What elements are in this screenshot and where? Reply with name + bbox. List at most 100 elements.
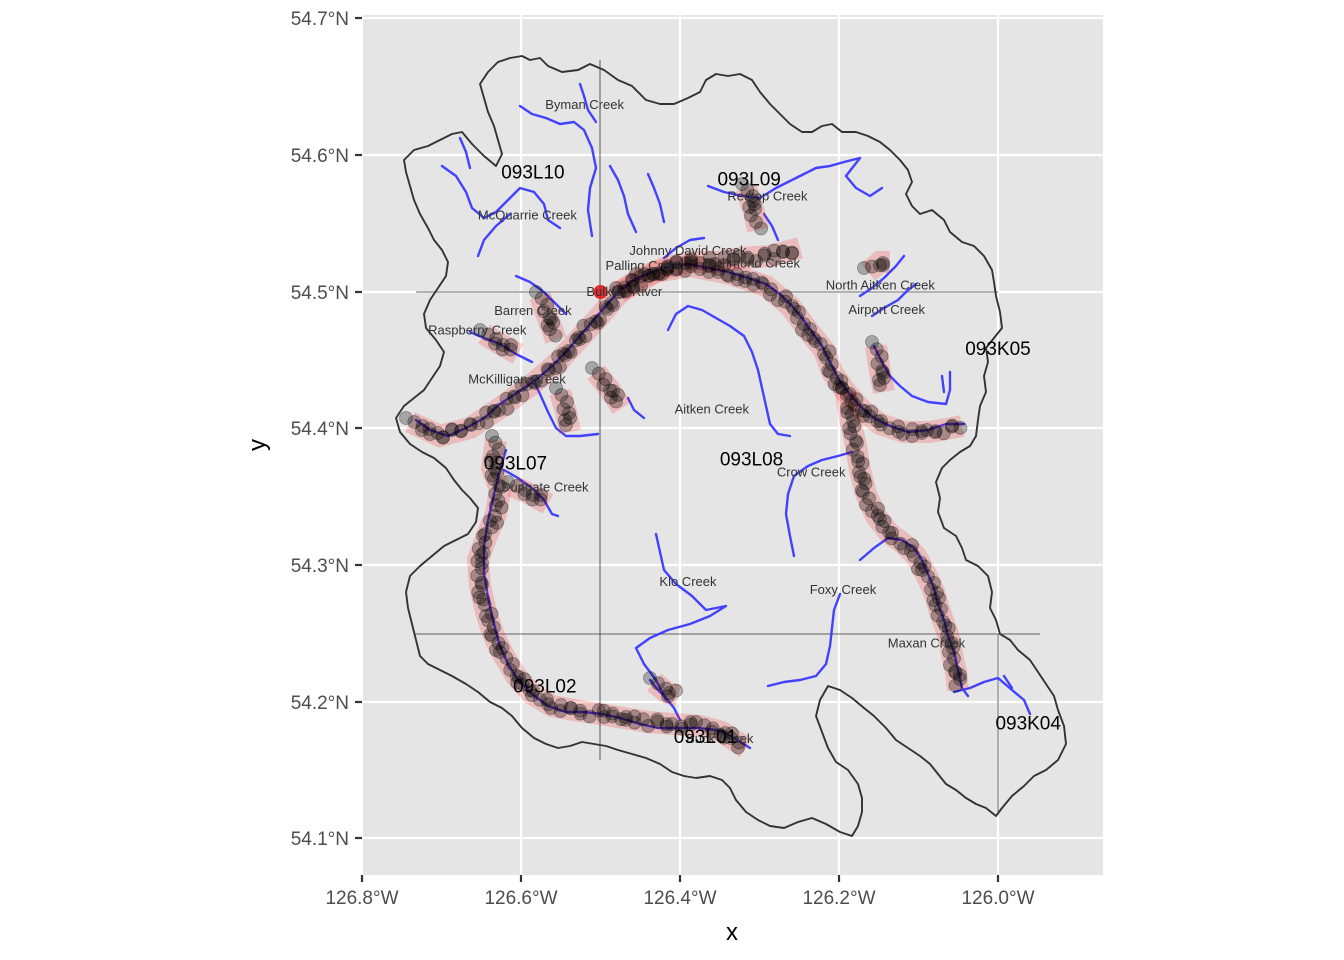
- stream-klo: [634, 532, 728, 702]
- sample-point: [504, 338, 518, 352]
- sample-point: [689, 715, 703, 729]
- sample-point: [660, 260, 675, 275]
- creek-label: Foxy Creek: [810, 582, 877, 597]
- sample-point: [661, 689, 675, 704]
- sample-point: [683, 715, 698, 730]
- sample-point: [726, 251, 741, 266]
- sample-point: [857, 261, 871, 275]
- tile-label: 093L01: [674, 727, 737, 748]
- sample-point: [821, 363, 836, 378]
- sample-point: [722, 269, 736, 283]
- sample-point: [822, 344, 837, 359]
- sample-point: [905, 422, 920, 436]
- sample-point: [583, 317, 598, 332]
- highlight-point: [593, 285, 608, 299]
- sample-point: [655, 267, 670, 281]
- sample-point: [885, 526, 899, 540]
- sample-point: [526, 374, 541, 389]
- stream-east-2: [940, 374, 946, 394]
- sample-point: [486, 472, 501, 487]
- sample-point: [486, 403, 501, 418]
- sample-point: [843, 426, 858, 441]
- stream-k04: [952, 676, 1032, 716]
- sample-point: [705, 724, 720, 739]
- sample-point: [678, 256, 693, 271]
- sample-point: [905, 538, 919, 552]
- sample-point: [650, 714, 665, 729]
- sample-point: [801, 328, 816, 342]
- sample-point: [486, 449, 500, 463]
- sample-point: [724, 731, 738, 745]
- sample-point: [873, 512, 887, 526]
- sample-point: [693, 256, 708, 270]
- sample-point: [527, 375, 542, 390]
- sample-point: [463, 417, 478, 432]
- stream-north-1: [608, 164, 638, 234]
- sample-point: [563, 345, 578, 360]
- stream-foxy: [766, 592, 842, 688]
- sample-point: [634, 279, 648, 293]
- sample-point: [660, 259, 675, 274]
- creek-label: Bulkley River: [586, 284, 663, 299]
- tile-label: 093L10: [501, 163, 564, 184]
- sample-point: [500, 401, 515, 416]
- sample-point: [785, 246, 799, 261]
- sample-point: [870, 414, 885, 429]
- sample-point: [726, 252, 741, 267]
- sample-point: [747, 197, 762, 211]
- sample-point: [827, 377, 842, 391]
- sample-point: [767, 252, 781, 266]
- sample-point: [738, 270, 753, 285]
- sample-point: [953, 668, 967, 682]
- x-tick-label: 126.8°W: [325, 888, 398, 909]
- sample-point: [609, 394, 623, 409]
- sample-point: [533, 492, 548, 507]
- sample-point: [717, 258, 732, 273]
- sample-point: [573, 332, 587, 346]
- sample-point: [740, 250, 755, 265]
- sample-point: [711, 262, 725, 276]
- sample-point: [564, 701, 578, 715]
- sample-point: [488, 498, 503, 513]
- sample-point: [849, 392, 864, 407]
- sample-point: [926, 593, 941, 607]
- sample-point: [422, 422, 437, 436]
- sample-point: [501, 475, 515, 489]
- y-tick-label: 54.7°N: [291, 9, 349, 30]
- stream-buck: [648, 678, 682, 722]
- sample-point: [588, 314, 603, 329]
- sample-point: [540, 692, 554, 707]
- sample-point: [932, 591, 946, 605]
- sample-point: [911, 562, 925, 576]
- sample-point: [651, 676, 665, 691]
- sample-point: [492, 478, 507, 493]
- sample-point: [942, 645, 956, 659]
- sample-point: [496, 338, 510, 352]
- sample-point: [702, 265, 716, 279]
- sample-point: [474, 548, 489, 563]
- sample-point: [609, 281, 623, 295]
- sample-point: [792, 305, 806, 319]
- sample-point: [445, 423, 459, 437]
- sample-point: [693, 262, 707, 276]
- creek-label: Johnny David Creek: [629, 243, 747, 258]
- sample-point: [854, 483, 869, 498]
- sample-point: [914, 426, 929, 440]
- sample-point: [573, 706, 588, 721]
- sample-point: [914, 424, 929, 438]
- sample-point: [674, 719, 689, 734]
- sample-point: [491, 636, 506, 650]
- sample-point: [578, 329, 593, 344]
- sample-point: [484, 468, 499, 483]
- sample-point: [848, 433, 863, 448]
- sample-point: [844, 394, 859, 409]
- sample-point: [471, 541, 486, 556]
- creek-label: Aitken Creek: [675, 402, 750, 417]
- stream-mcquarrie: [440, 164, 562, 230]
- sample-point: [436, 430, 450, 445]
- sample-point: [605, 709, 620, 724]
- tile-label: 093L07: [484, 454, 547, 475]
- stream-crow: [784, 450, 854, 558]
- sample-point: [540, 318, 555, 333]
